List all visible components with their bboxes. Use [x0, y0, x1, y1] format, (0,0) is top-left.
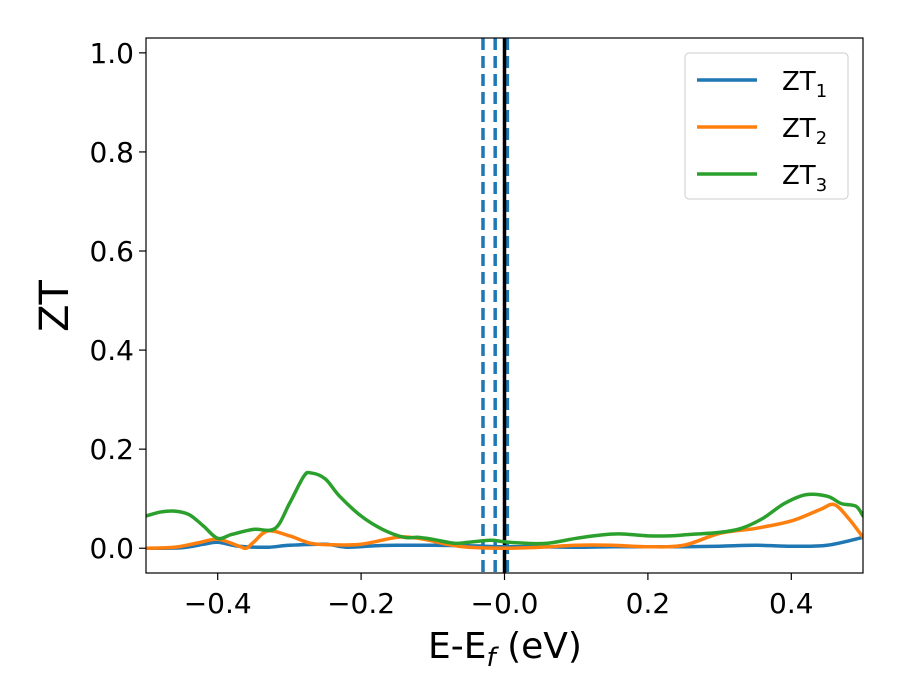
series-line-zt3 [146, 470, 863, 546]
legend: ZT1 ZT2 ZT3 [684, 52, 849, 200]
x-tick-label: −0.4 [184, 587, 252, 620]
y-axis-label: ZT [32, 280, 78, 332]
y-tick-label: 0.8 [89, 136, 134, 169]
x-axis-label: E-Ef (eV) [428, 626, 582, 673]
legend-label-zt3: ZT3 [782, 161, 827, 196]
x-tick-label: −0.0 [471, 587, 539, 620]
x-axis-label-main: E-E [428, 626, 486, 667]
series-line-zt2 [146, 502, 863, 551]
legend-label-zt2: ZT2 [782, 114, 827, 149]
y-tick-label: 0.0 [89, 532, 134, 565]
x-tick-label: 0.4 [769, 587, 814, 620]
y-tick-label: 0.6 [89, 235, 134, 268]
y-tick-label: 1.0 [89, 37, 134, 70]
x-tick-label: 0.2 [626, 587, 671, 620]
y-tick-label: 0.4 [89, 334, 134, 367]
x-tick-label: −0.2 [327, 587, 395, 620]
reference-lines [481, 38, 510, 573]
legend-label-zt1: ZT1 [782, 67, 827, 102]
legend-box [684, 52, 849, 200]
y-axis-ticks: 0.0 0.2 0.4 0.6 0.8 1.0 [89, 37, 146, 565]
y-tick-label: 0.2 [89, 433, 134, 466]
x-axis-ticks: −0.4 −0.2 −0.0 0.2 0.4 [184, 573, 814, 620]
series-lines [146, 470, 863, 551]
x-axis-label-unit: (eV) [496, 626, 582, 667]
